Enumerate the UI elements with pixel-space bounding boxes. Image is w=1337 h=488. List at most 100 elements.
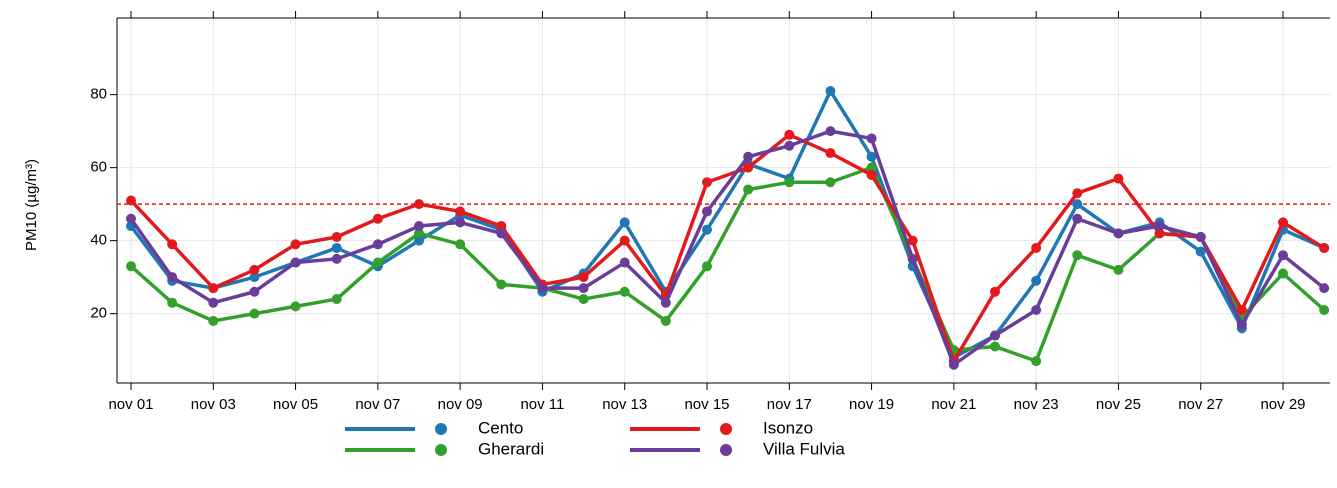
data-point	[619, 217, 630, 228]
x-tick-label: nov 15	[684, 396, 729, 413]
data-point	[948, 359, 959, 370]
data-point	[167, 297, 178, 308]
data-point	[126, 213, 136, 224]
data-point	[1072, 250, 1083, 261]
data-point	[578, 272, 589, 283]
data-point	[496, 228, 507, 239]
data-point	[496, 221, 507, 232]
data-point	[249, 272, 260, 283]
x-tick-label: nov 03	[191, 396, 236, 413]
x-tick-label: nov 13	[602, 396, 647, 413]
data-point	[1319, 305, 1330, 315]
data-point	[331, 253, 342, 264]
data-point	[578, 294, 589, 305]
data-point	[1113, 264, 1124, 275]
data-point	[249, 286, 260, 297]
data-point	[372, 213, 383, 224]
data-point	[331, 294, 342, 305]
data-point	[784, 177, 795, 188]
data-point	[496, 279, 507, 290]
data-point	[331, 232, 342, 242]
data-point	[1236, 319, 1247, 330]
data-point	[1195, 232, 1206, 242]
data-point	[126, 261, 136, 272]
data-point	[537, 283, 548, 294]
data-point	[1031, 275, 1042, 286]
data-point	[249, 264, 260, 275]
legend-label: Gherardi	[478, 439, 544, 458]
data-point	[1236, 305, 1247, 315]
y-tick-label: 40	[90, 232, 107, 249]
data-point	[825, 148, 836, 159]
legend-dot	[720, 423, 732, 435]
x-tick-label: nov 07	[355, 396, 400, 413]
x-tick-label: nov 11	[520, 396, 564, 413]
data-point	[866, 169, 877, 180]
data-point	[866, 162, 877, 173]
data-point	[825, 86, 836, 96]
data-point	[208, 283, 219, 294]
series-line	[129, 129, 1326, 367]
data-point	[455, 217, 466, 228]
x-tick-label: nov 23	[1014, 396, 1059, 413]
legend-dot	[720, 444, 732, 456]
data-point	[990, 341, 1001, 352]
data-point	[619, 257, 630, 268]
data-point	[866, 151, 877, 162]
x-tick-label: nov 29	[1260, 396, 1305, 413]
data-point	[1278, 250, 1289, 261]
data-point	[743, 162, 754, 173]
data-point	[1113, 228, 1124, 239]
data-point	[1072, 199, 1083, 210]
x-tick-label: nov 09	[438, 396, 483, 413]
data-point	[1319, 242, 1330, 253]
data-point	[414, 221, 425, 232]
data-point	[290, 239, 301, 250]
data-point	[702, 261, 713, 272]
series-line	[129, 165, 1326, 363]
data-point	[1072, 188, 1083, 199]
data-point	[1031, 356, 1042, 367]
data-point	[702, 224, 713, 235]
data-point	[825, 126, 836, 137]
data-point	[249, 308, 260, 319]
y-tick-label: 80	[90, 86, 107, 103]
x-tick-label: nov 01	[108, 396, 153, 413]
data-point	[784, 129, 795, 140]
data-point	[1319, 283, 1330, 294]
data-point	[784, 140, 795, 151]
x-tick-label: nov 19	[849, 396, 894, 413]
data-point	[1278, 217, 1289, 228]
data-point	[660, 297, 671, 308]
data-point	[372, 257, 383, 268]
x-tick-label: nov 21	[931, 396, 976, 413]
data-point	[702, 177, 713, 188]
legend-label: Cento	[478, 418, 523, 437]
data-point	[290, 301, 301, 312]
data-point	[1031, 305, 1042, 315]
data-point	[743, 184, 754, 195]
data-point	[907, 235, 918, 246]
data-point	[1278, 268, 1289, 279]
data-point	[907, 253, 918, 264]
data-point	[455, 206, 466, 217]
data-point	[414, 199, 425, 210]
data-point	[1154, 221, 1165, 232]
data-point	[1154, 228, 1165, 239]
data-point	[290, 257, 301, 268]
x-tick-label: nov 17	[767, 396, 812, 413]
y-axis-label: PM10 (µg/m³)	[23, 159, 40, 251]
data-point	[1031, 242, 1042, 253]
data-point	[990, 330, 1001, 341]
data-point	[825, 177, 836, 188]
legend-label: Villa Fulvia	[763, 439, 845, 458]
data-point	[1113, 173, 1124, 184]
data-point	[414, 235, 425, 246]
legend: Cento Gherardi Isonzo Villa Fulvia	[345, 418, 845, 458]
data-point	[660, 315, 671, 326]
legend-label: Isonzo	[763, 418, 813, 437]
legend-dot	[435, 444, 447, 456]
x-tick-label: nov 05	[273, 396, 318, 413]
data-point	[743, 151, 754, 162]
